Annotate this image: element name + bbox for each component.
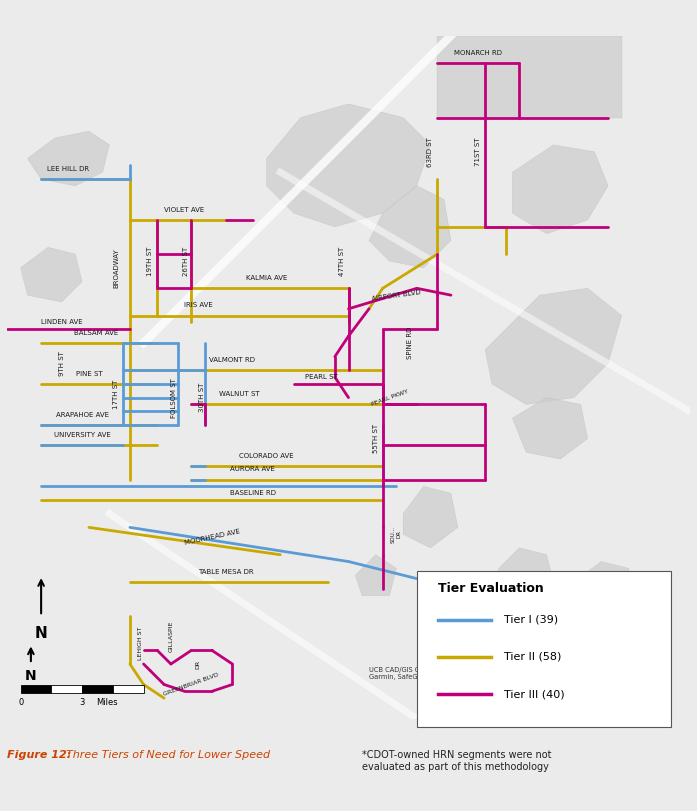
Text: LEE HILL DR: LEE HILL DR bbox=[47, 165, 89, 172]
Text: BALSAM AVE: BALSAM AVE bbox=[74, 330, 118, 336]
Bar bbox=[82, 685, 113, 693]
Text: Tier Evaluation: Tier Evaluation bbox=[438, 582, 544, 595]
Text: DR: DR bbox=[196, 659, 201, 668]
Polygon shape bbox=[437, 36, 622, 118]
Text: 55TH ST: 55TH ST bbox=[373, 424, 379, 453]
Polygon shape bbox=[546, 603, 595, 650]
Text: PEARL PKWY: PEARL PKWY bbox=[370, 388, 408, 406]
Text: TABLE MESA DR: TABLE MESA DR bbox=[198, 569, 254, 575]
Polygon shape bbox=[266, 104, 431, 227]
Text: VIOLET AVE: VIOLET AVE bbox=[164, 207, 205, 212]
Text: 30TH ST: 30TH ST bbox=[199, 383, 205, 412]
Text: Tier III (40): Tier III (40) bbox=[504, 689, 565, 699]
Text: BROADWAY: BROADWAY bbox=[113, 248, 119, 288]
Text: 63RD ST: 63RD ST bbox=[427, 137, 434, 166]
Text: PINE ST: PINE ST bbox=[76, 371, 102, 376]
Text: Figure 12:: Figure 12: bbox=[7, 750, 71, 760]
Text: WALNUT ST: WALNUT ST bbox=[219, 391, 259, 397]
Polygon shape bbox=[369, 186, 451, 268]
Text: SOU...
DR: SOU... DR bbox=[391, 526, 401, 543]
Text: Tier II (58): Tier II (58) bbox=[504, 652, 561, 662]
Polygon shape bbox=[499, 548, 553, 603]
Polygon shape bbox=[27, 131, 109, 186]
Text: LEHIGH ST: LEHIGH ST bbox=[138, 627, 143, 660]
Text: COLORADO AVE: COLORADO AVE bbox=[239, 453, 294, 459]
Text: KALMIA AVE: KALMIA AVE bbox=[246, 275, 287, 281]
Text: LINDEN AVE: LINDEN AVE bbox=[41, 320, 82, 325]
Text: 17TH ST: 17TH ST bbox=[113, 380, 119, 409]
Text: SPINE RD: SPINE RD bbox=[407, 327, 413, 359]
Text: VALMONT RD: VALMONT RD bbox=[209, 357, 255, 363]
Text: MONARCH RD: MONARCH RD bbox=[454, 49, 503, 56]
Text: N: N bbox=[35, 626, 47, 642]
Polygon shape bbox=[21, 247, 82, 302]
Text: GILLASPIE: GILLASPIE bbox=[169, 621, 174, 652]
Text: PEARL ST: PEARL ST bbox=[305, 374, 337, 380]
Text: 47TH ST: 47TH ST bbox=[339, 247, 345, 276]
Text: AURORA AVE: AURORA AVE bbox=[231, 466, 275, 472]
Bar bbox=[52, 685, 82, 693]
Polygon shape bbox=[355, 555, 397, 596]
Polygon shape bbox=[512, 397, 588, 459]
Text: UNIVERSITY AVE: UNIVERSITY AVE bbox=[54, 432, 111, 438]
Text: 9TH ST: 9TH ST bbox=[59, 351, 65, 375]
Text: FOLSOM ST: FOLSOM ST bbox=[171, 378, 177, 418]
Text: Miles: Miles bbox=[95, 698, 117, 707]
Text: AIRPORT BLVD: AIRPORT BLVD bbox=[372, 289, 421, 302]
Polygon shape bbox=[574, 561, 636, 623]
Text: ARAPAHOE AVE: ARAPAHOE AVE bbox=[56, 412, 109, 418]
Bar bbox=[21, 685, 52, 693]
Polygon shape bbox=[512, 145, 608, 234]
Text: Tier I (39): Tier I (39) bbox=[504, 615, 558, 624]
Text: 0: 0 bbox=[18, 698, 23, 707]
Text: *CDOT-owned HRN segments were not
evaluated as part of this methodology: *CDOT-owned HRN segments were not evalua… bbox=[362, 750, 552, 772]
Polygon shape bbox=[403, 487, 458, 548]
Text: GREENBRIAR BLVD: GREENBRIAR BLVD bbox=[163, 672, 220, 697]
Text: N: N bbox=[25, 669, 37, 683]
Text: 26TH ST: 26TH ST bbox=[183, 247, 189, 276]
Bar bbox=[113, 685, 144, 693]
Text: 71ST ST: 71ST ST bbox=[475, 137, 482, 166]
Text: MOORHEAD AVE: MOORHEAD AVE bbox=[183, 529, 240, 547]
Text: IRIS AVE: IRIS AVE bbox=[184, 303, 213, 308]
Text: Three Tiers of Need for Lower Speed: Three Tiers of Need for Lower Speed bbox=[66, 750, 270, 760]
Text: UCB CAD/GIS Office, City of Boulder,
Garmin, SafeGraph, GeoTechnologie...: UCB CAD/GIS Office, City of Boulder, Gar… bbox=[369, 667, 496, 680]
Text: 19TH ST: 19TH ST bbox=[147, 247, 153, 276]
Text: 3: 3 bbox=[79, 698, 85, 707]
Polygon shape bbox=[485, 289, 622, 405]
Text: BASELINE RD: BASELINE RD bbox=[230, 490, 276, 496]
